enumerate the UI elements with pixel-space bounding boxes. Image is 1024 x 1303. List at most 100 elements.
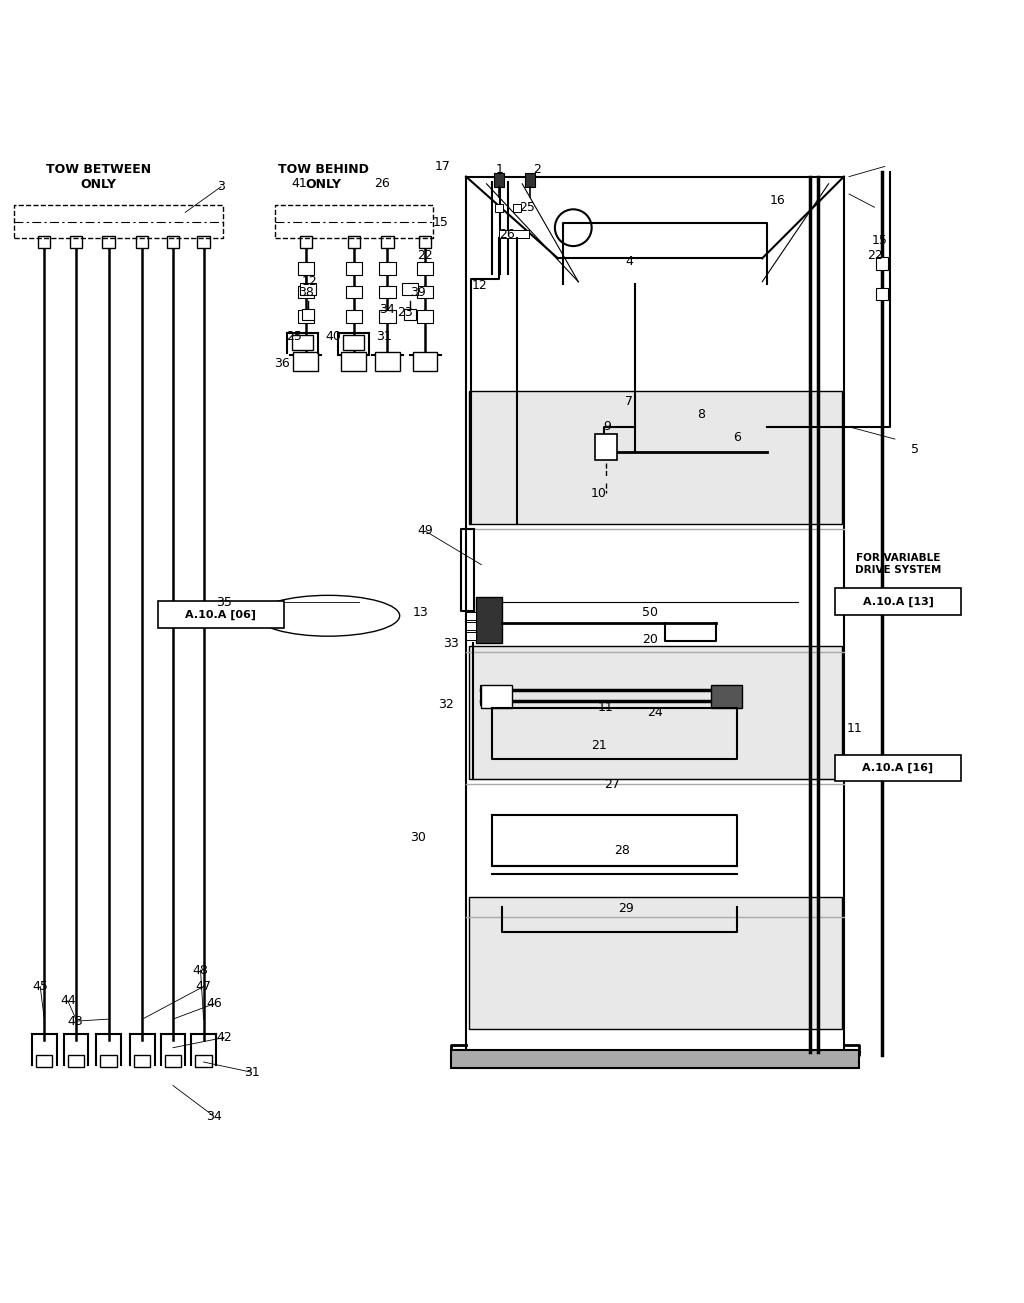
- Bar: [379, 285, 395, 298]
- Text: 6: 6: [733, 430, 740, 443]
- Bar: [293, 335, 313, 351]
- Bar: [196, 1055, 212, 1067]
- Bar: [469, 646, 842, 779]
- Text: 31: 31: [244, 1066, 259, 1079]
- Bar: [302, 309, 314, 319]
- Text: 43: 43: [67, 1015, 83, 1028]
- Text: 50: 50: [642, 606, 657, 619]
- Text: 2: 2: [534, 163, 542, 176]
- Text: 40: 40: [326, 331, 341, 344]
- Text: 5: 5: [911, 443, 920, 456]
- Text: 28: 28: [614, 844, 630, 857]
- Bar: [38, 236, 50, 248]
- Bar: [294, 352, 318, 370]
- Text: 38: 38: [298, 285, 313, 298]
- Text: 24: 24: [647, 706, 663, 719]
- Text: 32: 32: [437, 698, 454, 711]
- Bar: [401, 283, 418, 294]
- Bar: [495, 205, 503, 212]
- Text: 41: 41: [292, 177, 307, 190]
- Bar: [343, 335, 364, 351]
- Text: TOW BETWEEN
ONLY: TOW BETWEEN ONLY: [46, 163, 151, 192]
- Text: 11: 11: [846, 722, 862, 735]
- Text: FOR VARIABLE
DRIVE SYSTEM: FOR VARIABLE DRIVE SYSTEM: [855, 554, 941, 575]
- Bar: [451, 1050, 859, 1068]
- Text: 8: 8: [697, 408, 705, 421]
- Text: 26: 26: [375, 177, 390, 190]
- Bar: [711, 685, 741, 708]
- Text: 36: 36: [274, 357, 290, 370]
- Text: 1: 1: [496, 163, 504, 176]
- FancyBboxPatch shape: [835, 754, 962, 782]
- Text: 30: 30: [410, 831, 426, 844]
- Bar: [345, 262, 361, 275]
- Text: 3: 3: [217, 180, 225, 193]
- Text: 31: 31: [377, 331, 392, 344]
- Text: 27: 27: [604, 778, 620, 791]
- Bar: [345, 310, 361, 323]
- Text: 7: 7: [626, 395, 634, 408]
- Text: 21: 21: [591, 739, 606, 752]
- Bar: [275, 206, 433, 238]
- Bar: [466, 632, 476, 640]
- Bar: [876, 257, 888, 270]
- Text: 20: 20: [642, 633, 657, 646]
- Text: 34: 34: [206, 1110, 221, 1123]
- Bar: [499, 229, 529, 238]
- Text: 45: 45: [33, 980, 48, 993]
- Text: A.10.A [16]: A.10.A [16]: [862, 762, 934, 773]
- Text: 17: 17: [434, 160, 451, 173]
- Bar: [13, 206, 223, 238]
- Text: A.10.A [13]: A.10.A [13]: [862, 597, 934, 607]
- Text: 15: 15: [871, 235, 888, 248]
- Bar: [876, 288, 888, 300]
- Bar: [300, 283, 316, 294]
- Bar: [417, 310, 433, 323]
- Bar: [379, 262, 395, 275]
- Bar: [68, 1055, 84, 1067]
- Bar: [134, 1055, 151, 1067]
- Text: 12: 12: [302, 275, 317, 288]
- Bar: [70, 236, 82, 248]
- Bar: [379, 310, 395, 323]
- Bar: [198, 236, 210, 248]
- Text: A.10.A [06]: A.10.A [06]: [185, 610, 256, 620]
- Bar: [300, 236, 312, 248]
- Text: 49: 49: [418, 525, 433, 538]
- Text: 15: 15: [432, 216, 449, 229]
- Bar: [36, 1055, 52, 1067]
- Bar: [102, 236, 115, 248]
- Bar: [481, 685, 512, 708]
- Text: 16: 16: [770, 194, 785, 207]
- Bar: [167, 236, 179, 248]
- Text: 48: 48: [193, 964, 209, 977]
- Bar: [525, 172, 536, 186]
- Bar: [466, 622, 476, 631]
- Text: 22: 22: [418, 249, 433, 262]
- Bar: [347, 236, 359, 248]
- Text: 42: 42: [216, 1031, 231, 1044]
- Bar: [136, 236, 148, 248]
- Text: TOW BEHIND
ONLY: TOW BEHIND ONLY: [278, 163, 369, 192]
- Bar: [417, 262, 433, 275]
- Text: 25: 25: [287, 331, 302, 344]
- Bar: [413, 352, 437, 370]
- FancyBboxPatch shape: [158, 602, 285, 628]
- Bar: [476, 597, 502, 644]
- Bar: [100, 1055, 117, 1067]
- Text: 23: 23: [397, 306, 413, 319]
- Bar: [298, 262, 314, 275]
- Text: 13: 13: [413, 606, 428, 619]
- Bar: [341, 352, 366, 370]
- Bar: [298, 285, 314, 298]
- Text: 33: 33: [442, 637, 459, 650]
- Text: 22: 22: [866, 249, 883, 262]
- Bar: [345, 285, 361, 298]
- Bar: [595, 434, 617, 460]
- Text: 35: 35: [216, 595, 232, 609]
- Bar: [419, 236, 431, 248]
- Text: 47: 47: [196, 980, 212, 993]
- Bar: [381, 236, 393, 248]
- Bar: [403, 309, 416, 319]
- Bar: [417, 285, 433, 298]
